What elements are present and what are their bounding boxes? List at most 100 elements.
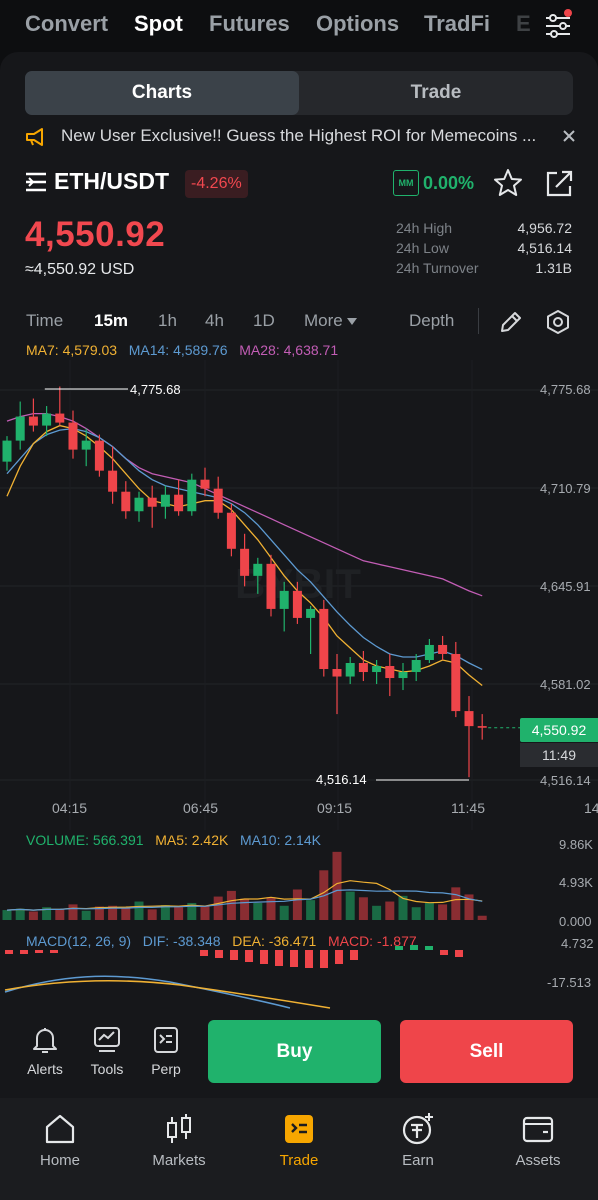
perp-button[interactable]: Perp <box>139 1025 193 1077</box>
volume-bar <box>42 907 52 920</box>
volume-bar <box>385 901 395 920</box>
caret-down-icon <box>347 318 357 325</box>
star-icon[interactable] <box>493 168 523 198</box>
change-badge: -4.26% <box>185 170 248 198</box>
turnover-label: 24h Turnover <box>396 260 479 276</box>
earn-coin-icon <box>402 1113 433 1145</box>
tab-convert[interactable]: Convert <box>25 11 109 36</box>
share-icon[interactable] <box>544 169 574 199</box>
turnover-value: 1.31B <box>535 260 572 276</box>
volume-bar <box>213 896 223 920</box>
volume-bar <box>438 904 448 920</box>
candle <box>2 440 12 462</box>
candlestick-chart[interactable]: BYBIT 4,775.684,516.14 <box>0 360 598 830</box>
charts-toggle-button[interactable]: Charts <box>25 71 299 115</box>
candle <box>398 672 408 679</box>
candle <box>134 497 144 512</box>
volume-bar <box>292 889 302 920</box>
y-tick-4: 4,581.02 <box>540 677 591 692</box>
volume-value: VOLUME: 566.391 <box>26 832 144 848</box>
buy-button[interactable]: Buy <box>208 1020 381 1083</box>
indicator-settings-icon[interactable] <box>545 309 571 335</box>
tf-depth[interactable]: Depth <box>409 311 455 330</box>
tf-time[interactable]: Time <box>26 311 64 330</box>
tab-options[interactable]: Options <box>316 11 400 36</box>
tf-15m[interactable]: 15m <box>94 311 129 330</box>
vol-y-tick-2: 4.93K <box>559 875 593 890</box>
candle <box>42 413 52 426</box>
candle <box>55 413 65 423</box>
volume-bar <box>332 851 342 920</box>
candle <box>213 488 223 513</box>
volume-bar <box>121 907 131 920</box>
ma-legend: MA7: 4,579.03 MA14: 4,589.76 MA28: 4,638… <box>26 342 338 358</box>
volume-bar <box>451 887 461 920</box>
volume-bar <box>28 911 38 920</box>
candle <box>424 644 434 660</box>
nav-markets[interactable]: Markets <box>139 1112 219 1169</box>
tab-futures[interactable]: Futures <box>209 11 290 36</box>
tf-1d[interactable]: 1D <box>253 311 275 330</box>
macd-chart[interactable] <box>0 940 540 1010</box>
candle <box>292 590 302 618</box>
sliders-settings-icon[interactable] <box>541 8 575 42</box>
candle <box>240 548 250 576</box>
volume-bar <box>81 910 91 920</box>
candle <box>174 494 184 512</box>
nav-home[interactable]: Home <box>20 1112 100 1169</box>
close-icon[interactable] <box>562 129 576 143</box>
chart-grid <box>0 360 598 830</box>
pencil-icon[interactable] <box>498 309 524 335</box>
price-usd: ≈4,550.92 USD <box>25 261 135 278</box>
candle <box>28 416 38 426</box>
tab-tradfi[interactable]: TradFi <box>424 11 491 36</box>
sell-button[interactable]: Sell <box>400 1020 573 1083</box>
volume-bar <box>279 905 289 920</box>
pair-menu-icon[interactable] <box>25 172 47 192</box>
volume-bar <box>134 901 144 920</box>
nav-earn-label: Earn <box>402 1152 434 1169</box>
candle <box>279 590 289 609</box>
tools-button[interactable]: Tools <box>80 1025 134 1077</box>
nav-assets-label: Assets <box>515 1152 561 1169</box>
candle <box>94 440 104 471</box>
candle <box>108 470 118 492</box>
wallet-icon <box>522 1116 554 1143</box>
tf-4h[interactable]: 4h <box>205 311 224 330</box>
volume-bar <box>372 905 382 920</box>
macd-y-tick-2: -17.513 <box>547 975 592 990</box>
high-value: 4,956.72 <box>517 220 573 236</box>
announcement-text[interactable]: New User Exclusive!! Guess the Highest R… <box>61 126 537 145</box>
ma14-value: MA14: 4,589.76 <box>128 342 228 358</box>
candle <box>15 416 25 441</box>
mm-rate: 0.00% <box>423 173 475 193</box>
tf-more[interactable]: More <box>304 311 343 330</box>
nav-trade[interactable]: Trade <box>259 1112 339 1169</box>
trade-icon <box>285 1115 313 1143</box>
nav-assets[interactable]: Assets <box>498 1112 578 1169</box>
volume-bar <box>226 890 236 920</box>
macd-dif: DIF: -38.348 <box>142 933 221 949</box>
home-icon <box>45 1114 75 1144</box>
tab-more-overflow[interactable]: E <box>516 11 531 36</box>
alerts-button[interactable]: Alerts <box>18 1025 72 1077</box>
candle <box>438 644 448 654</box>
candle <box>266 563 276 609</box>
divider <box>478 308 479 334</box>
vol-ma10: MA10: 2.14K <box>240 832 321 848</box>
megaphone-icon <box>26 128 43 146</box>
volume-bar <box>68 904 78 920</box>
nav-earn[interactable]: Earn <box>378 1112 458 1169</box>
candle-countdown: 11:49 <box>520 743 598 767</box>
volume-bar <box>160 905 170 920</box>
tab-spot[interactable]: Spot <box>134 11 183 36</box>
tf-1h[interactable]: 1h <box>158 311 177 330</box>
trade-toggle-button[interactable]: Trade <box>410 82 462 103</box>
mm-badge[interactable]: MM <box>393 170 419 196</box>
candle <box>319 608 329 670</box>
vol-ma10-line <box>6 889 483 911</box>
y-tick-1: 4,775.68 <box>540 382 591 397</box>
pair-symbol[interactable]: ETH/USDT <box>54 168 169 194</box>
volume-chart[interactable] <box>0 850 540 925</box>
volume-bar <box>398 895 408 920</box>
